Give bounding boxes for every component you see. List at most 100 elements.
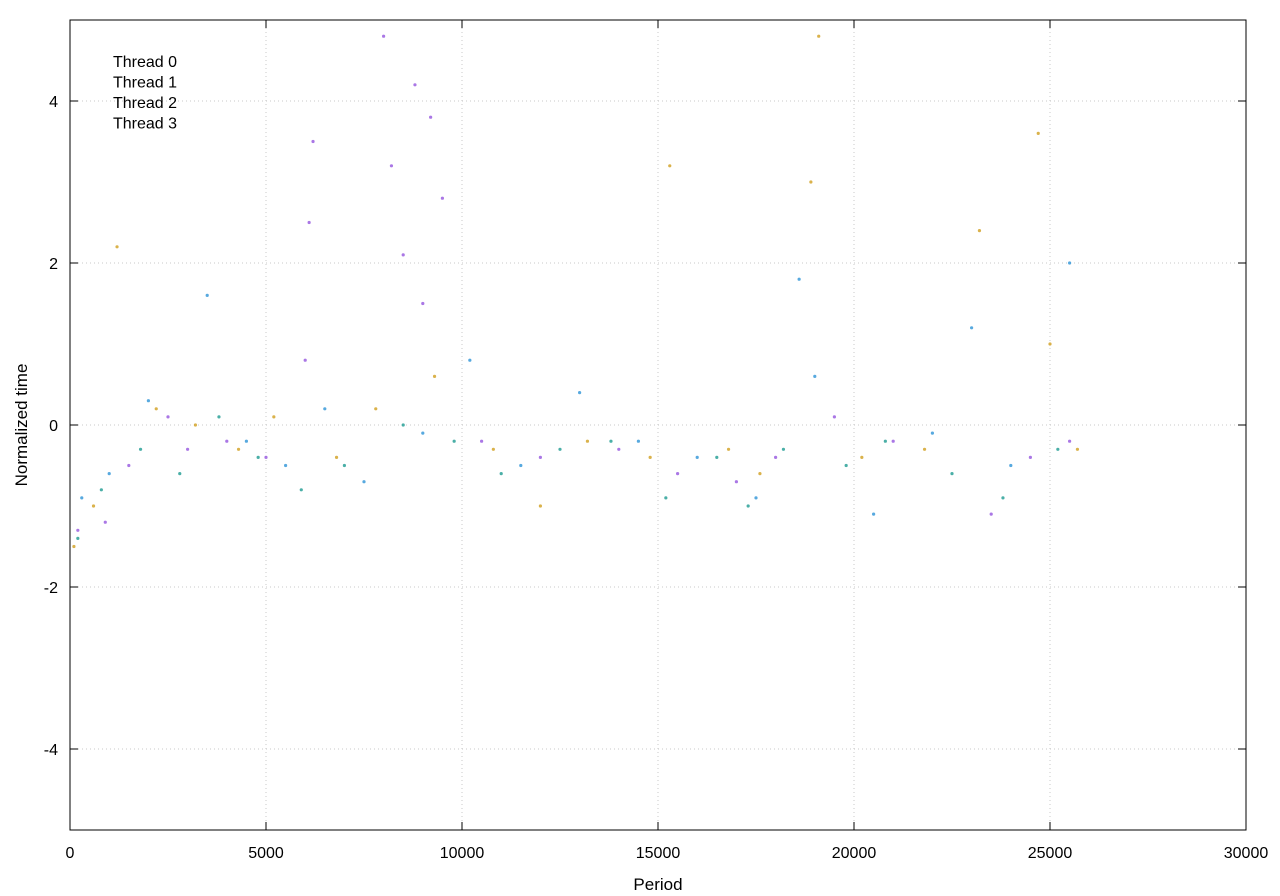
data-point bbox=[284, 463, 288, 468]
data-point bbox=[1048, 342, 1052, 346]
data-point bbox=[1056, 447, 1060, 451]
y-tick-label: 0 bbox=[49, 418, 58, 435]
data-point bbox=[872, 512, 876, 516]
data-point bbox=[585, 439, 590, 443]
data-point bbox=[797, 277, 801, 281]
data-point bbox=[452, 439, 456, 443]
grid bbox=[70, 20, 1246, 830]
data-point bbox=[1028, 455, 1032, 459]
data-point bbox=[72, 544, 76, 549]
series-1-points bbox=[80, 261, 1072, 516]
data-point bbox=[342, 463, 346, 468]
data-point bbox=[99, 488, 103, 492]
y-axis-label: Normalized time bbox=[12, 364, 31, 487]
data-point bbox=[362, 480, 366, 484]
data-point bbox=[617, 447, 621, 451]
series-3-points bbox=[72, 34, 1080, 549]
x-axis-label: Period bbox=[633, 875, 682, 894]
data-point bbox=[519, 463, 523, 468]
data-point bbox=[891, 439, 895, 443]
data-point bbox=[734, 480, 739, 484]
x-tick-label: 20000 bbox=[832, 845, 877, 862]
data-point bbox=[1075, 447, 1080, 451]
data-point bbox=[401, 253, 405, 257]
data-point bbox=[138, 447, 143, 451]
data-point bbox=[401, 423, 405, 427]
data-point bbox=[664, 496, 668, 500]
data-point bbox=[491, 447, 495, 451]
data-point bbox=[832, 415, 837, 419]
legend-entry-0: Thread 0 bbox=[113, 54, 177, 71]
data-point bbox=[80, 496, 84, 500]
data-point bbox=[726, 447, 731, 451]
y-tick-label: 2 bbox=[49, 256, 58, 273]
data-point bbox=[432, 374, 437, 378]
data-point bbox=[193, 423, 198, 427]
data-point bbox=[468, 358, 472, 362]
data-point bbox=[107, 472, 111, 476]
data-point bbox=[429, 115, 433, 119]
data-point bbox=[115, 245, 119, 249]
data-point bbox=[746, 504, 750, 508]
data-point bbox=[334, 455, 339, 459]
data-point bbox=[538, 455, 543, 459]
data-point bbox=[323, 407, 327, 411]
data-point bbox=[809, 180, 813, 184]
data-point bbox=[499, 472, 503, 476]
data-point bbox=[950, 472, 954, 476]
data-point bbox=[205, 293, 209, 297]
data-point bbox=[154, 407, 158, 411]
data-point bbox=[813, 374, 817, 378]
data-point bbox=[636, 439, 641, 443]
x-tick-label: 0 bbox=[66, 845, 75, 862]
data-point bbox=[480, 439, 484, 443]
data-point bbox=[91, 504, 96, 508]
series-2-points bbox=[76, 415, 1060, 541]
data-point bbox=[374, 407, 378, 411]
data-point bbox=[754, 496, 758, 500]
data-point bbox=[1068, 439, 1072, 443]
data-point bbox=[538, 504, 543, 508]
data-point bbox=[774, 455, 778, 459]
data-point bbox=[299, 488, 303, 492]
series-0-points bbox=[76, 34, 1072, 532]
data-point bbox=[421, 431, 425, 435]
data-point bbox=[166, 415, 170, 419]
data-points bbox=[72, 34, 1080, 549]
data-point bbox=[860, 455, 864, 459]
data-point bbox=[311, 139, 315, 144]
data-point bbox=[1009, 463, 1013, 468]
data-point bbox=[440, 196, 444, 200]
data-point bbox=[303, 358, 307, 362]
data-point bbox=[609, 439, 613, 443]
x-tick-labels: 0 5000 10000 15000 20000 25000 30000 bbox=[66, 845, 1269, 862]
data-point bbox=[648, 455, 652, 459]
y-tick-label: 4 bbox=[49, 94, 58, 111]
legend-entry-3: Thread 3 bbox=[113, 116, 177, 133]
data-point bbox=[272, 415, 276, 419]
data-point bbox=[817, 34, 821, 38]
data-point bbox=[382, 34, 386, 38]
data-point bbox=[844, 463, 848, 468]
data-point bbox=[389, 164, 394, 168]
data-point bbox=[244, 439, 248, 443]
data-point bbox=[970, 326, 974, 330]
data-point bbox=[1068, 261, 1072, 265]
data-point bbox=[930, 431, 935, 435]
data-point bbox=[217, 415, 221, 419]
x-tick-label: 10000 bbox=[440, 845, 485, 862]
y-tick-labels: -4 -2 0 2 4 bbox=[44, 94, 58, 759]
data-point bbox=[178, 472, 182, 476]
data-point bbox=[413, 83, 417, 87]
data-point bbox=[695, 455, 699, 459]
x-tick-label: 30000 bbox=[1224, 845, 1269, 862]
y-tick-label: -4 bbox=[44, 742, 58, 759]
data-point bbox=[146, 399, 150, 403]
data-point bbox=[127, 463, 131, 468]
data-point bbox=[307, 220, 311, 225]
data-point bbox=[76, 528, 80, 532]
data-point bbox=[715, 455, 719, 459]
data-point bbox=[76, 536, 80, 541]
data-point bbox=[264, 455, 268, 459]
